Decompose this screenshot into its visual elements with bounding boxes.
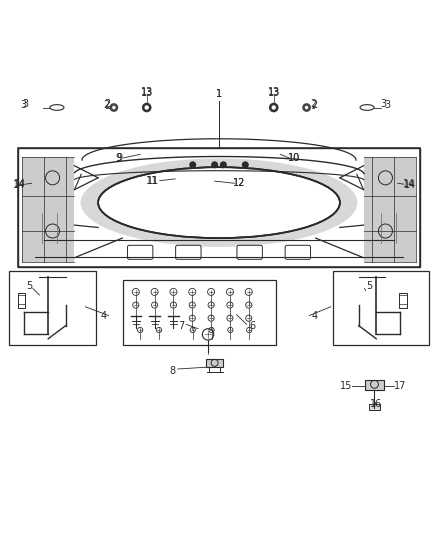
Circle shape <box>242 161 249 168</box>
Circle shape <box>142 103 152 112</box>
Text: 14: 14 <box>13 180 25 190</box>
Text: 15: 15 <box>340 381 352 391</box>
Circle shape <box>269 103 279 112</box>
Text: 5: 5 <box>366 281 372 291</box>
Text: 2: 2 <box>311 100 317 110</box>
Circle shape <box>110 103 118 112</box>
Text: 2: 2 <box>104 99 110 109</box>
Circle shape <box>112 106 116 109</box>
Text: 13: 13 <box>268 87 280 98</box>
Text: 11: 11 <box>147 176 159 185</box>
FancyBboxPatch shape <box>176 245 201 260</box>
Ellipse shape <box>360 104 374 110</box>
Bar <box>206 359 223 367</box>
Circle shape <box>305 106 308 109</box>
Bar <box>18 293 25 308</box>
Circle shape <box>145 106 149 110</box>
Circle shape <box>189 161 196 168</box>
Ellipse shape <box>99 168 339 237</box>
FancyBboxPatch shape <box>285 245 311 260</box>
Text: 3: 3 <box>20 100 26 110</box>
Bar <box>22 157 74 262</box>
Text: 14: 14 <box>404 180 416 190</box>
Text: 10: 10 <box>288 153 300 163</box>
Text: 3: 3 <box>385 100 391 110</box>
Text: 1: 1 <box>216 90 222 99</box>
Ellipse shape <box>98 167 340 238</box>
Circle shape <box>220 161 227 168</box>
Circle shape <box>211 161 218 168</box>
Text: 2: 2 <box>103 100 110 110</box>
Text: 14: 14 <box>403 179 416 189</box>
Ellipse shape <box>81 158 357 247</box>
Text: 9: 9 <box>115 153 121 163</box>
Text: 6: 6 <box>249 321 255 330</box>
Text: 12: 12 <box>233 178 245 188</box>
Text: 9: 9 <box>116 153 122 163</box>
Bar <box>9 271 96 345</box>
Bar <box>365 381 384 390</box>
Text: 11: 11 <box>146 176 159 185</box>
Circle shape <box>302 103 311 112</box>
Bar <box>364 157 416 262</box>
Text: 8: 8 <box>169 366 175 376</box>
Bar <box>123 280 276 345</box>
FancyBboxPatch shape <box>127 245 153 260</box>
Text: 17: 17 <box>394 381 406 391</box>
Ellipse shape <box>50 104 64 110</box>
Text: 13: 13 <box>141 87 153 97</box>
Text: 1: 1 <box>216 90 222 99</box>
Ellipse shape <box>98 167 340 238</box>
Text: 13: 13 <box>268 87 280 97</box>
Bar <box>399 293 407 308</box>
Circle shape <box>272 106 276 110</box>
Text: 16: 16 <box>370 399 382 409</box>
Text: 7: 7 <box>179 321 185 330</box>
Text: 14: 14 <box>14 179 26 189</box>
FancyBboxPatch shape <box>237 245 262 260</box>
Text: 10: 10 <box>288 153 300 163</box>
Bar <box>18 148 420 266</box>
Text: 5: 5 <box>26 281 32 291</box>
Text: 4: 4 <box>311 311 318 320</box>
Text: 2: 2 <box>310 99 316 109</box>
Text: 3: 3 <box>380 99 386 109</box>
Text: 12: 12 <box>233 178 245 188</box>
Bar <box>18 148 420 266</box>
Text: 13: 13 <box>141 87 153 98</box>
Bar <box>333 271 429 345</box>
Text: 4: 4 <box>100 311 106 320</box>
Text: 3: 3 <box>22 99 28 109</box>
Bar <box>369 405 380 410</box>
